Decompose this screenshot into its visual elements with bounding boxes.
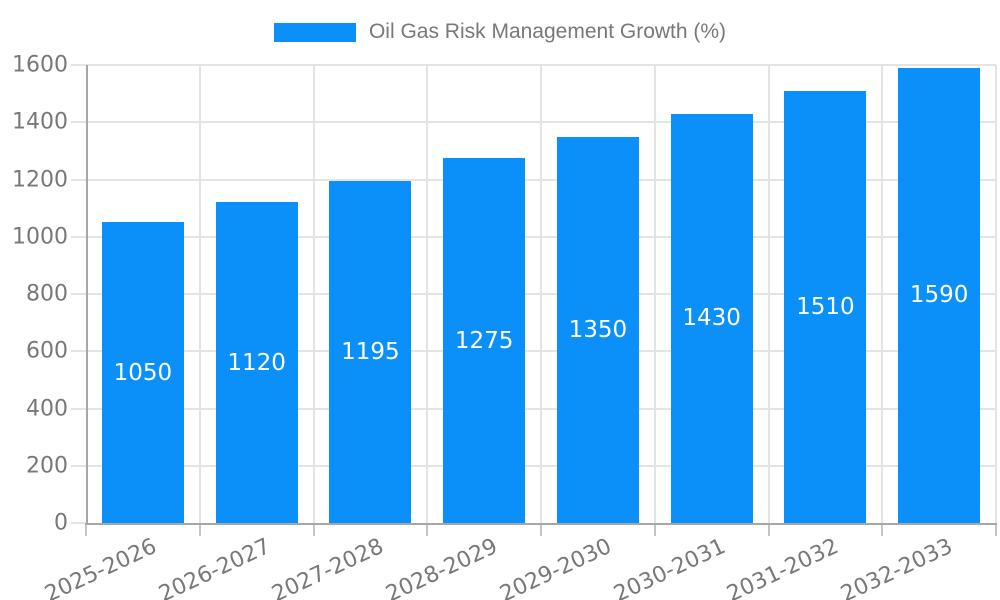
x-gridline (995, 65, 997, 523)
y-tick-mark (71, 121, 86, 124)
x-tick-label: 2027-2028 (268, 534, 388, 600)
y-tick-label: 1200 (12, 167, 68, 192)
y-tick-mark (71, 350, 86, 353)
bar-value-label: 1350 (568, 316, 628, 343)
bar[interactable]: 1430 (670, 113, 753, 523)
y-axis-line (86, 65, 88, 525)
y-tick-label: 600 (26, 338, 68, 364)
y-tick-mark (71, 464, 86, 467)
x-tick-mark (540, 525, 542, 536)
bar-value-label: 1120 (227, 349, 286, 376)
x-gridline (540, 65, 542, 523)
x-tick-mark (85, 525, 87, 536)
y-tick-label: 200 (26, 453, 68, 479)
x-tick-mark (653, 525, 656, 536)
x-tick-mark (995, 525, 997, 536)
x-tick-label: 2025-2026 (41, 534, 161, 600)
x-tick-mark (312, 525, 315, 536)
y-tick-label: 0 (54, 510, 68, 536)
x-tick-label: 2026-2027 (154, 534, 275, 600)
y-tick-mark (71, 522, 86, 524)
bar-value-label: 1050 (113, 359, 173, 386)
x-tick-mark (426, 525, 429, 536)
bar[interactable]: 1120 (215, 202, 298, 523)
x-gridline (881, 65, 884, 523)
bar[interactable]: 1590 (898, 67, 981, 523)
bar-value-label: 1195 (341, 338, 400, 365)
legend[interactable]: Oil Gas Risk Management Growth (%) (0, 20, 1000, 44)
y-tick-label: 1400 (12, 109, 68, 135)
x-tick-label: 2029-2030 (496, 534, 616, 600)
x-tick-label: 2031-2032 (723, 534, 843, 600)
bar-value-label: 1590 (909, 282, 969, 309)
x-tick-label: 2028-2029 (382, 534, 502, 600)
bar[interactable]: 1195 (329, 180, 412, 523)
bar[interactable]: 1275 (443, 158, 526, 523)
bar[interactable]: 1350 (556, 136, 639, 523)
y-tick-label: 800 (26, 281, 68, 307)
x-gridline (767, 65, 770, 523)
x-tick-label: 2030-2031 (609, 534, 730, 600)
bar[interactable]: 1510 (784, 90, 867, 523)
x-gridline (198, 65, 201, 523)
bar[interactable]: 1050 (101, 222, 184, 523)
legend-swatch-icon (273, 22, 356, 42)
y-tick-mark (71, 235, 86, 238)
x-tick-mark (881, 525, 884, 536)
y-tick-label: 1600 (12, 52, 68, 78)
x-gridline (653, 65, 656, 523)
x-tick-mark (767, 525, 770, 536)
bar-value-label: 1275 (454, 327, 514, 354)
plot-area: 1050 1120 1195 1275 1350 1430 1510 1590 (71, 64, 997, 536)
x-tick-label: 2032-2033 (837, 534, 957, 600)
x-gridline (312, 65, 315, 523)
y-tick-mark (71, 293, 86, 295)
y-tick-mark (71, 178, 86, 181)
legend-label: Oil Gas Risk Management Growth (%) (368, 20, 727, 43)
y-tick-label: 1000 (12, 224, 68, 250)
y-tick-label: 400 (26, 396, 68, 421)
bar-value-label: 1510 (796, 293, 855, 320)
x-gridline (426, 65, 429, 523)
y-tick-mark (71, 64, 86, 66)
y-tick-mark (71, 407, 86, 410)
x-axis-line (85, 523, 997, 525)
bar-value-label: 1430 (682, 305, 741, 332)
x-tick-mark (198, 525, 201, 536)
